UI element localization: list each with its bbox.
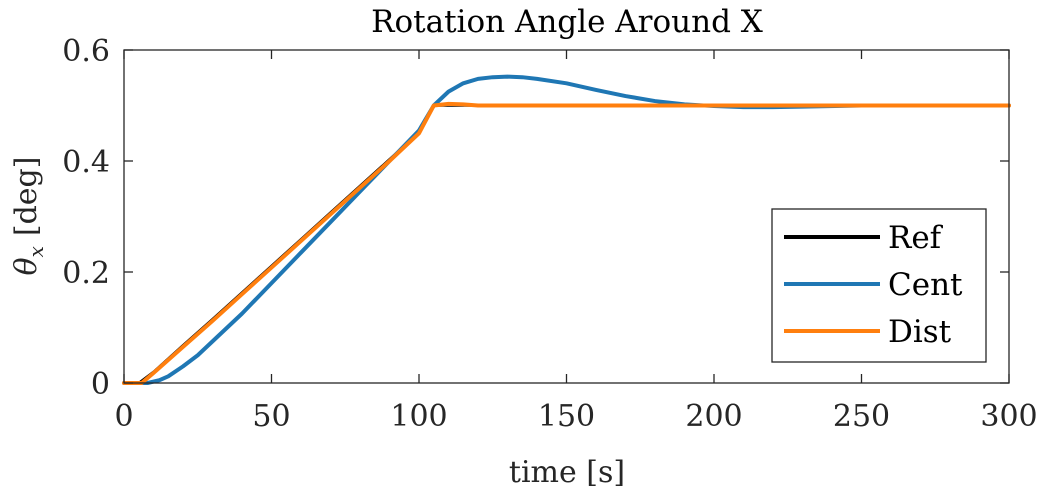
series-layer — [122, 74, 1011, 385]
legend-label-cent: Cent — [888, 267, 963, 303]
y-axis-unit: [deg] — [9, 157, 44, 237]
legend: Ref Cent Dist — [771, 208, 987, 363]
x-tick-label: 200 — [685, 399, 742, 434]
y-tick-label: 0.4 — [62, 145, 110, 180]
chart-title: Rotation Angle Around X — [371, 4, 763, 40]
y-axis: 0 0.2 0.4 0.6 — [62, 34, 1009, 402]
x-axis-label: time [s] — [509, 455, 625, 490]
x-tick-label: 250 — [833, 399, 890, 434]
y-axis-subscript: x — [24, 246, 48, 257]
y-tick-label: 0.2 — [62, 256, 110, 291]
y-axis-label: θx [deg] — [9, 157, 48, 276]
x-tick-label: 50 — [252, 399, 290, 434]
legend-entries: Ref Cent Dist — [784, 220, 963, 350]
x-axis: 0 50 100 150 200 250 300 — [114, 50, 1038, 434]
series-line-dist — [122, 101, 1011, 385]
x-tick-label: 100 — [390, 399, 447, 434]
legend-label-ref: Ref — [888, 220, 944, 256]
y-axis-symbol: θ — [9, 257, 44, 275]
x-tick-label: 150 — [538, 399, 595, 434]
x-tick-label: 0 — [114, 399, 133, 434]
x-tick-label: 300 — [980, 399, 1037, 434]
y-tick-label: 0 — [91, 367, 110, 402]
y-tick-label: 0.6 — [62, 34, 110, 69]
legend-label-dist: Dist — [888, 314, 952, 350]
